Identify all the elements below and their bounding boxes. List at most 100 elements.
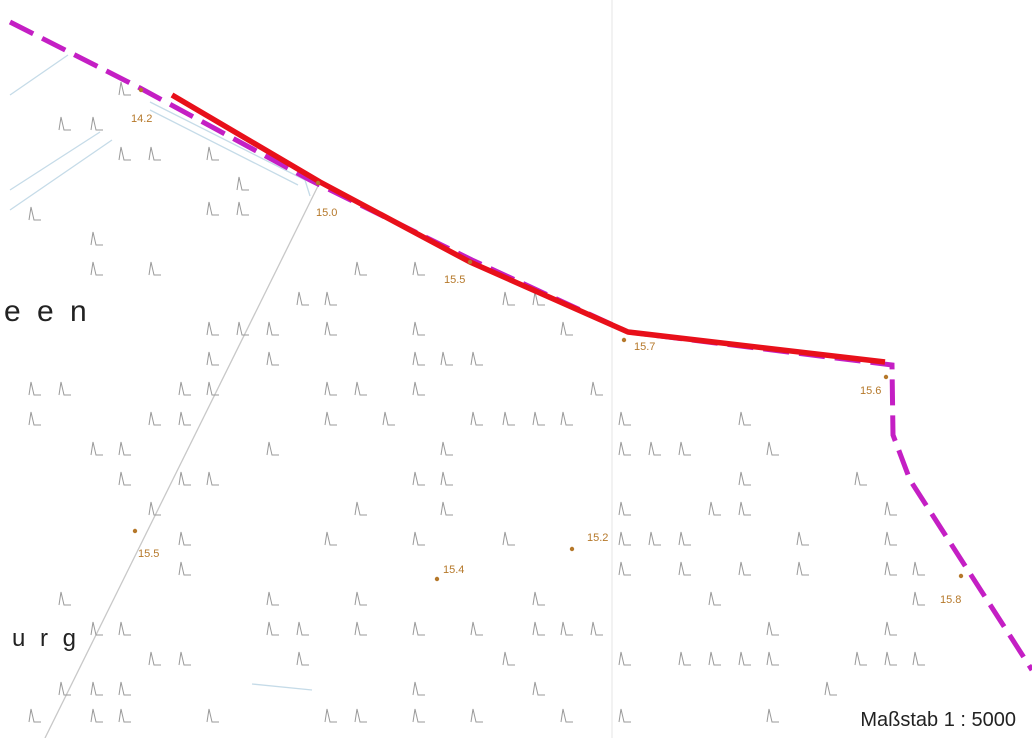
marsh-grass-icon [532, 621, 545, 636]
marsh-grass-icon [354, 261, 367, 276]
marsh-grass-icon [90, 261, 103, 276]
marsh-grass-icon [296, 651, 309, 666]
marsh-grass-icon [236, 176, 249, 191]
marsh-grass-icon [118, 146, 131, 161]
marsh-grass-icon [502, 411, 515, 426]
marsh-grass-icon [560, 621, 573, 636]
marsh-grass-icon [266, 351, 279, 366]
marsh-grass-icon [884, 561, 897, 576]
marsh-grass-icon [324, 381, 337, 396]
marsh-grass-icon [590, 381, 603, 396]
marsh-grass-icon [766, 651, 779, 666]
marsh-grass-icon [178, 471, 191, 486]
marsh-grass-icon [440, 441, 453, 456]
marsh-grass-icon [90, 681, 103, 696]
marsh-grass-icon [178, 531, 191, 546]
marsh-grass-icon [296, 621, 309, 636]
spot-height-label: 15.2 [587, 532, 608, 544]
marsh-grass-icon [266, 591, 279, 606]
place-name-label: u r g [12, 625, 80, 652]
marsh-grass-icon [738, 501, 751, 516]
marsh-grass-icon [178, 381, 191, 396]
spot-height-label: 14.2 [131, 113, 152, 125]
marsh-grass-icon [206, 471, 219, 486]
marsh-grass-icon [148, 501, 161, 516]
marsh-grass-icon [206, 381, 219, 396]
marsh-grass-icon [470, 351, 483, 366]
marsh-grass-icon [28, 206, 41, 221]
marsh-grass-icon [206, 351, 219, 366]
marsh-grass-icon [678, 531, 691, 546]
spot-height-label: 15.4 [443, 564, 464, 576]
marsh-grass-icon [90, 231, 103, 246]
marsh-symbols [28, 81, 925, 723]
marsh-grass-icon [532, 411, 545, 426]
marsh-grass-icon [354, 708, 367, 723]
spot-height-label: 15.5 [138, 548, 159, 560]
marsh-grass-icon [738, 561, 751, 576]
marsh-grass-icon [912, 591, 925, 606]
marsh-grass-icon [618, 561, 631, 576]
marsh-grass-icon [502, 651, 515, 666]
marsh-grass-icon [766, 441, 779, 456]
marsh-grass-icon [28, 708, 41, 723]
marsh-grass-icon [58, 116, 71, 131]
road-line [44, 185, 319, 738]
marsh-grass-icon [148, 261, 161, 276]
marsh-grass-icon [118, 708, 131, 723]
marsh-grass-icon [118, 621, 131, 636]
marsh-grass-icon [296, 291, 309, 306]
marsh-grass-icon [560, 411, 573, 426]
marsh-grass-icon [678, 441, 691, 456]
marsh-grass-icon [412, 531, 425, 546]
marsh-grass-icon [590, 621, 603, 636]
marsh-grass-icon [148, 651, 161, 666]
marsh-grass-icon [440, 501, 453, 516]
spot-height-label: 15.6 [860, 385, 881, 397]
marsh-grass-icon [884, 531, 897, 546]
marsh-grass-icon [90, 621, 103, 636]
marsh-grass-icon [118, 81, 131, 96]
marsh-grass-icon [324, 708, 337, 723]
place-name-label: e e n [4, 295, 91, 328]
marsh-grass-icon [324, 411, 337, 426]
spot-height-label: 15.0 [316, 207, 337, 219]
marsh-grass-icon [648, 441, 661, 456]
marsh-grass-icon [90, 116, 103, 131]
marsh-grass-icon [766, 708, 779, 723]
marsh-grass-icon [912, 561, 925, 576]
marsh-grass-icon [648, 531, 661, 546]
marsh-grass-icon [354, 381, 367, 396]
marsh-grass-icon [618, 708, 631, 723]
marsh-grass-icon [412, 471, 425, 486]
marsh-grass-icon [678, 651, 691, 666]
marsh-grass-icon [560, 708, 573, 723]
marsh-grass-icon [854, 651, 867, 666]
marsh-grass-icon [884, 651, 897, 666]
marsh-grass-icon [502, 531, 515, 546]
marsh-grass-icon [412, 708, 425, 723]
marsh-grass-icon [58, 381, 71, 396]
spot-height-label: 15.8 [940, 594, 961, 606]
marsh-grass-icon [118, 681, 131, 696]
spot-height-label: 15.5 [444, 274, 465, 286]
marsh-grass-icon [738, 651, 751, 666]
marsh-grass-icon [618, 411, 631, 426]
marsh-grass-icon [766, 621, 779, 636]
marsh-grass-icon [470, 621, 483, 636]
marsh-grass-icon [266, 321, 279, 336]
marsh-grass-icon [178, 411, 191, 426]
marsh-grass-icon [28, 381, 41, 396]
marsh-grass-icon [470, 411, 483, 426]
marsh-grass-icon [354, 621, 367, 636]
marsh-grass-icon [738, 411, 751, 426]
marsh-grass-icon [178, 561, 191, 576]
marsh-grass-icon [324, 321, 337, 336]
scale-label: Maßstab 1 : 5000 [858, 709, 1018, 732]
marsh-grass-icon [206, 201, 219, 216]
marsh-grass-icon [90, 441, 103, 456]
marsh-grass-icon [412, 381, 425, 396]
marsh-grass-icon [412, 351, 425, 366]
marsh-grass-icon [148, 146, 161, 161]
